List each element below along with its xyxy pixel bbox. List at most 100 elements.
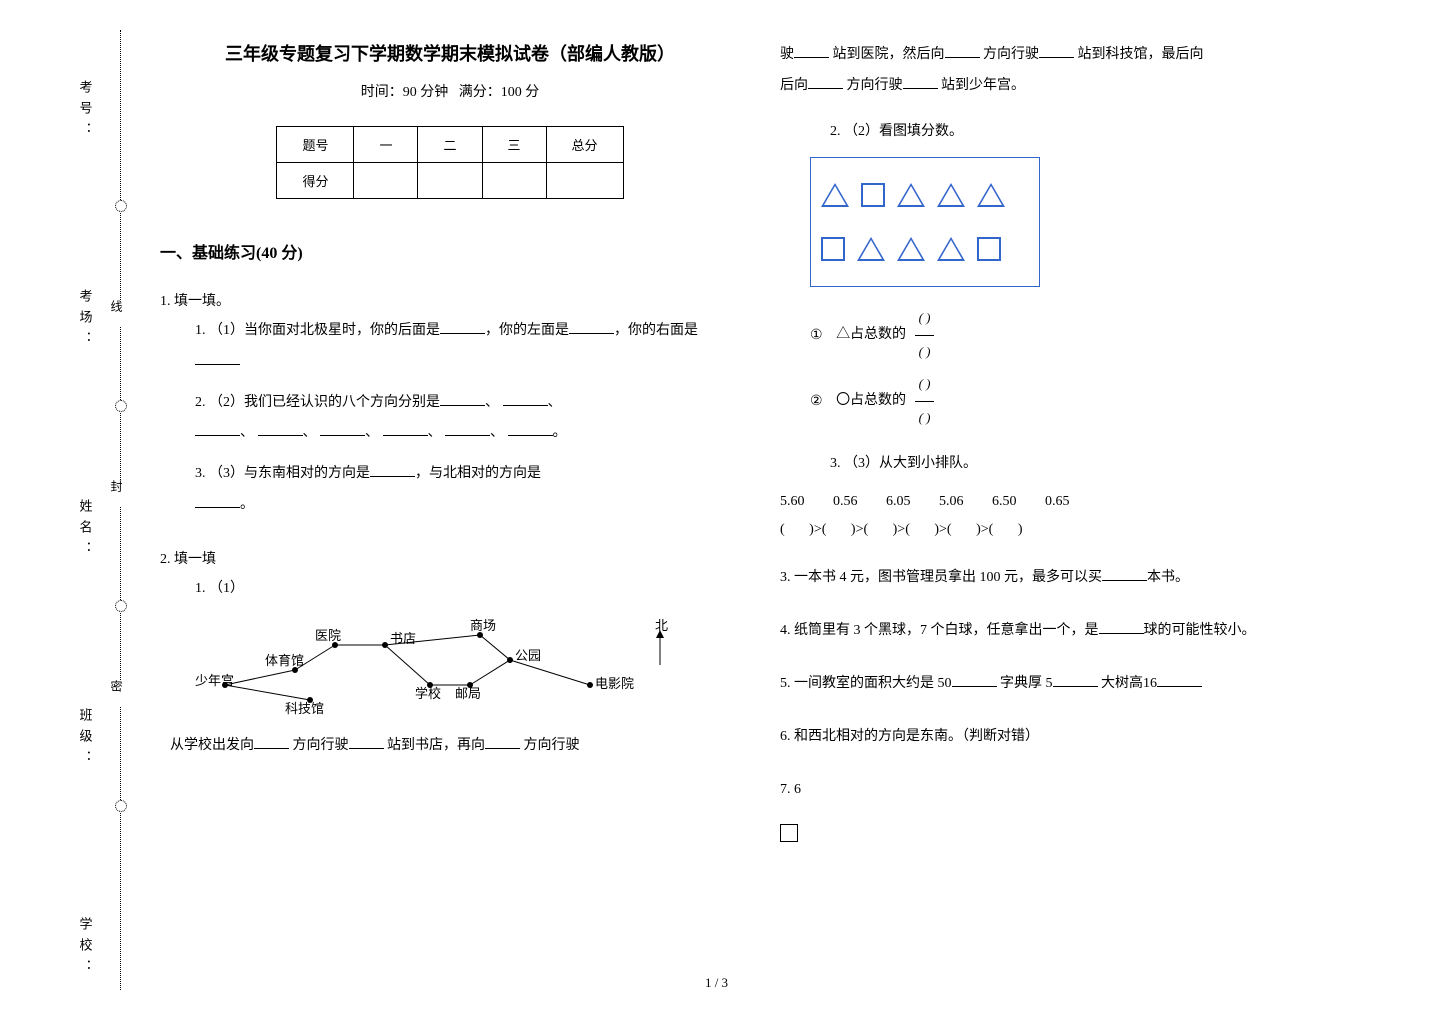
sep: 、 [485, 395, 499, 410]
shapes-figure [810, 157, 1040, 287]
cell [354, 163, 418, 199]
exam-subtitle: 时间：90 分钟 满分：100 分 [160, 81, 740, 101]
th: 一 [354, 127, 418, 163]
text: 方向行驶 [847, 78, 903, 93]
th: 总分 [546, 127, 623, 163]
text: △占总数的 [836, 328, 906, 343]
sub-num: 3. [195, 466, 206, 481]
sep: )>( [851, 522, 868, 537]
cell [546, 163, 623, 199]
blank [195, 349, 240, 365]
cell [482, 163, 546, 199]
page-content: 三年级专题复习下学期数学期末模拟试卷（部编人教版） 时间：90 分钟 满分：10… [160, 40, 1400, 872]
triangle-icon [937, 183, 965, 207]
text: 站到书店，再向 [387, 738, 485, 753]
sep: )>( [976, 522, 993, 537]
end: 。 [240, 497, 254, 512]
question-6: 6. 和西北相对的方向是东南。（判断对错） [780, 723, 1360, 751]
label-class: 班级： [76, 708, 95, 771]
fraction-q2: ② 〇占总数的 ( ) ( ) [810, 368, 1360, 434]
q2-sub1: 1. （1） [195, 574, 740, 605]
text: 从学校出发向 [170, 738, 254, 753]
cell [418, 163, 482, 199]
q-num: 7. [780, 782, 791, 797]
blank [808, 73, 843, 89]
place-tech: 科技馆 [285, 701, 324, 715]
sep: 、 [490, 425, 504, 440]
th: 二 [418, 127, 482, 163]
section-1-header: 一、基础练习(40 分) [160, 239, 740, 263]
sep: )>( [809, 522, 826, 537]
numerator: ( ) [915, 368, 935, 402]
blank [320, 420, 365, 436]
text: （2）我们已经认识的八个方向分别是 [209, 395, 440, 410]
place-cinema: 电影院 [595, 676, 634, 691]
sub-num: 1. [195, 581, 206, 596]
blank [945, 42, 980, 58]
th: 三 [482, 127, 546, 163]
page-number: 1 / 3 [705, 975, 728, 991]
num: 0.56 [833, 488, 858, 516]
question-1: 1. 填一填。 1. （1）当你面对北极星时，你的后面是，你的左面是，你的右面是… [160, 288, 740, 521]
seal-circle [115, 800, 127, 812]
text: 方向行驶 [983, 47, 1039, 62]
row-label: 得分 [277, 163, 354, 199]
triangle-icon [937, 237, 965, 261]
blank [445, 420, 490, 436]
question-5: 5. 一间教室的面积大约是 50 字典厚 5 大树高16 [780, 670, 1360, 698]
place-hospital: 医院 [315, 628, 341, 643]
seal-circle [115, 200, 127, 212]
text: ，与北相对的方向是 [415, 466, 541, 481]
place-gym: 体育馆 [265, 653, 304, 668]
exam-title: 三年级专题复习下学期数学期末模拟试卷（部编人教版） [160, 40, 740, 66]
question-7: 7. 6 [780, 776, 1360, 847]
right-column: 方向行驶驶 站到医院，然后向 方向行驶 站到科技馆，最后向后向 方向行驶 站到少… [780, 40, 1360, 872]
seal-circle [115, 400, 127, 412]
num: 5.06 [939, 488, 964, 516]
sub-num: 2. [830, 124, 841, 139]
q-num: 1. [160, 294, 171, 309]
place-youth: 少年宫 [195, 673, 234, 688]
q1-sub2: 2. （2）我们已经认识的八个方向分别是、 、 、 、 、 、 、 。 [195, 388, 740, 450]
triangle-icon [897, 183, 925, 207]
q-num: 5. [780, 676, 791, 691]
num: 5.60 [780, 488, 805, 516]
text: 本书。 [1147, 570, 1189, 585]
blank [794, 42, 829, 58]
question-2: 2. 填一填 1. （1） [160, 546, 740, 762]
question-4: 4. 纸筒里有 3 个黑球，7 个白球，任意拿出一个，是 球的可能性较小。 [780, 617, 1360, 645]
paren: ) [1018, 522, 1023, 537]
fraction: ( ) ( ) [915, 368, 935, 434]
blank [258, 420, 303, 436]
blank [195, 492, 240, 508]
blank [1102, 565, 1147, 581]
circled-num: ② [810, 384, 823, 419]
text: 纸筒里有 3 个黑球，7 个白球，任意拿出一个，是 [794, 623, 1099, 638]
blank [952, 671, 997, 687]
blank [903, 73, 938, 89]
q-num: 4. [780, 623, 791, 638]
blank [508, 420, 553, 436]
binding-labels: 考号： 考场： 姓名： 班级： 学校： [70, 80, 100, 980]
q1-sub1: 1. （1）当你面对北极星时，你的后面是，你的左面是，你的右面是 [195, 316, 740, 378]
text: 字典厚 5 [1000, 676, 1053, 691]
sealed-char: 密 [108, 680, 125, 707]
q-label: 填一填 [174, 552, 216, 567]
sub-label: （2）看图填分数。 [844, 124, 963, 139]
blank [569, 318, 614, 334]
text: 球的可能性较小。 [1144, 623, 1256, 638]
place-post: 邮局 [455, 686, 481, 701]
route-text: 从学校出发向 方向行驶 站到书店，再向 方向行驶 [170, 731, 740, 762]
label-school: 学校： [76, 917, 95, 980]
place-market: 商场 [470, 618, 496, 633]
text: 一间教室的面积大约是 50 [794, 676, 952, 691]
paren: ( [780, 522, 785, 537]
text: 6 [794, 782, 801, 797]
sealed-char: 封 [108, 480, 125, 507]
end: 。 [553, 425, 567, 440]
sep: )>( [893, 522, 910, 537]
blank [440, 318, 485, 334]
sep: )>( [934, 522, 951, 537]
q-num: 2. [160, 552, 171, 567]
fullscore-text: 满分：100 分 [459, 85, 540, 100]
